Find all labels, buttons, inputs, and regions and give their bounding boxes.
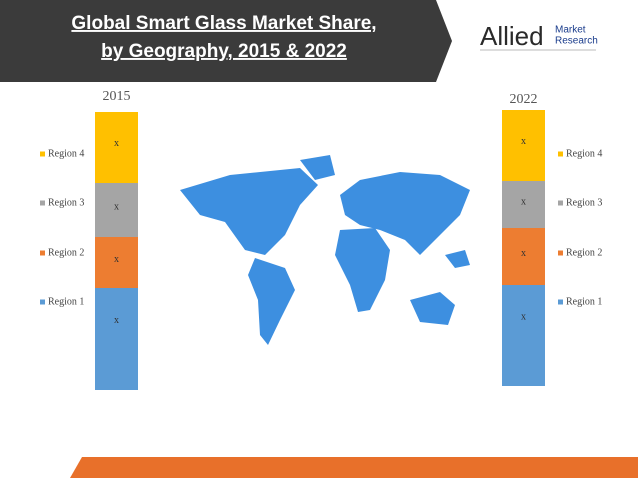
bars: 2015 x Region 4 x Region 3 x Region 2 x Region 1… (40, 89, 602, 390)
legend-swatch (558, 200, 563, 206)
logo: Allied Market Research (480, 21, 598, 51)
legend-swatch (40, 151, 45, 157)
segment-label: x (114, 202, 119, 213)
legend-swatch (558, 250, 563, 256)
legend-swatch (40, 250, 45, 256)
title-line: Global Smart Glass Market Share, (71, 13, 376, 34)
legend-label: Region 1 (48, 296, 84, 307)
segment-label: x (114, 138, 119, 149)
logo-sub: Market (555, 25, 586, 36)
logo-name: Allied (480, 21, 544, 51)
bar-segment (95, 183, 138, 237)
legend-label: Region 4 (566, 148, 602, 159)
segment-label: x (114, 254, 119, 265)
legend-swatch (558, 151, 563, 157)
segment-label: x (521, 312, 526, 323)
legend-label: Region 3 (48, 197, 84, 208)
segment-label: x (521, 248, 526, 259)
legend-swatch (40, 200, 45, 206)
footer-band (70, 457, 638, 478)
bar-segment (95, 112, 138, 183)
world-map (180, 155, 470, 345)
header-band (0, 0, 452, 82)
legend-swatch (40, 299, 45, 305)
logo-sub: Research (555, 36, 598, 47)
bar-segment (502, 228, 545, 285)
segment-label: x (114, 315, 119, 326)
bar-segment (502, 285, 545, 386)
segment-label: x (521, 196, 526, 207)
year-label: 2022 (510, 92, 538, 107)
legend-swatch (558, 299, 563, 305)
segment-label: x (521, 136, 526, 147)
legend-label: Region 4 (48, 148, 84, 159)
title-line: by Geography, 2015 & 2022 (101, 41, 347, 62)
legend-label: Region 2 (48, 247, 84, 258)
bar-segment (95, 288, 138, 390)
bar-segment (502, 181, 545, 228)
legend-label: Region 2 (566, 247, 602, 258)
bar-segment (502, 110, 545, 181)
bar-segment (95, 237, 138, 288)
legend-label: Region 1 (566, 296, 602, 307)
legend-label: Region 3 (566, 197, 602, 208)
year-label: 2015 (103, 89, 131, 104)
